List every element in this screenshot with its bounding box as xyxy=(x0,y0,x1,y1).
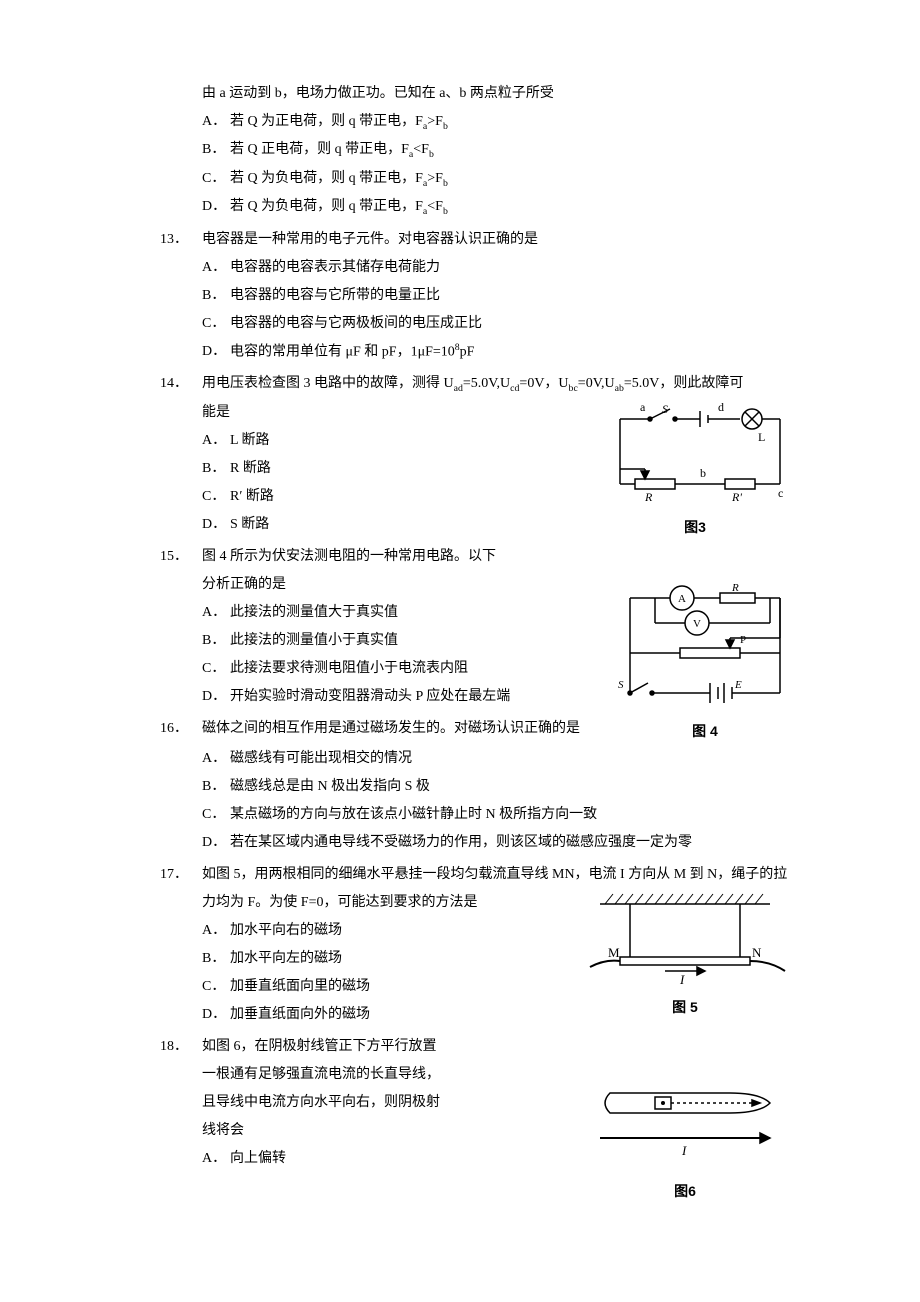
svg-text:N: N xyxy=(752,945,762,960)
svg-text:S: S xyxy=(662,402,668,416)
figure-3: a d S L b c R R' 图3 xyxy=(590,399,800,541)
svg-text:a: a xyxy=(640,400,646,414)
svg-text:c: c xyxy=(778,486,783,500)
q17-number: 17． xyxy=(160,861,202,889)
q12-opt-a: A．若 Q 为正电荷，则 q 带正电，Fa>Fb xyxy=(202,108,800,136)
q14: 14．用电压表检查图 3 电路中的故障，测得 Uad=5.0V,Ucd=0V，U… xyxy=(160,370,800,538)
svg-text:M: M xyxy=(608,945,620,960)
svg-text:b: b xyxy=(700,466,706,480)
svg-text:E: E xyxy=(734,679,742,691)
svg-text:A: A xyxy=(678,593,686,605)
q15: A V R P S E 图 4 15．图 4 所示为伏安法测电阻的一种常用电路。… xyxy=(160,543,800,711)
circuit-diagram-icon: A V R P S E xyxy=(610,583,800,713)
q18-number: 18． xyxy=(160,1033,202,1061)
q13-opt-b: B．电容器的电容与它所带的电量正比 xyxy=(202,282,800,310)
q18: I 图6 18．如图 6，在阴极射线管正下方平行放置 一根通有足够强直流电流的长… xyxy=(160,1033,800,1173)
q15-stem1: 图 4 所示为伏安法测电阻的一种常用电路。以下 xyxy=(202,549,496,564)
q12-stem: 由 a 运动到 b，电场力做正功。已知在 a、b 两点粒子所受 xyxy=(202,80,800,108)
figure-5: M N I 图 5 xyxy=(570,889,800,1021)
svg-text:R: R xyxy=(644,490,653,504)
figure-4-label: 图 4 xyxy=(610,717,800,745)
q14-number: 14． xyxy=(160,370,202,398)
figure-6-label: 图6 xyxy=(570,1177,800,1205)
q15-number: 15． xyxy=(160,543,202,571)
q18-stem1: 如图 6，在阴极射线管正下方平行放置 xyxy=(202,1039,437,1054)
cathode-ray-tube-icon: I xyxy=(570,1083,800,1173)
q12-fragment: 由 a 运动到 b，电场力做正功。已知在 a、b 两点粒子所受 A．若 Q 为正… xyxy=(160,80,800,222)
svg-text:P: P xyxy=(740,634,746,646)
svg-text:I: I xyxy=(679,972,685,987)
circuit-diagram-icon: a d S L b c R R' xyxy=(590,399,800,509)
q17: 17．如图 5，用两根相同的细绳水平悬挂一段均匀载流直导线 MN，电流 I 方向… xyxy=(160,861,800,1029)
q16-opt-a: A．磁感线有可能出现相交的情况 xyxy=(202,745,800,773)
figure-4: A V R P S E 图 4 xyxy=(610,583,800,745)
svg-text:d: d xyxy=(718,400,724,414)
wire-suspension-icon: M N I xyxy=(570,889,800,989)
svg-text:R': R' xyxy=(731,490,742,504)
figure-5-label: 图 5 xyxy=(570,993,800,1021)
q13-stem: 电容器是一种常用的电子元件。对电容器认识正确的是 xyxy=(202,232,538,247)
svg-text:R: R xyxy=(731,583,739,594)
q12-opt-d: D．若 Q 为负电荷，则 q 带正电，Fa<Fb xyxy=(202,193,800,221)
svg-text:S: S xyxy=(618,679,624,691)
q13-opt-a: A．电容器的电容表示其储存电荷能力 xyxy=(202,254,800,282)
svg-text:I: I xyxy=(681,1143,687,1158)
svg-text:L: L xyxy=(758,430,765,444)
svg-text:V: V xyxy=(693,618,701,630)
q16-opt-d: D．若在某区域内通电导线不受磁场力的作用，则该区域的磁感应强度一定为零 xyxy=(202,829,800,857)
q13-opt-d: D．电容的常用单位有 μF 和 pF，1μF=108pF xyxy=(202,338,800,367)
q16-number: 16． xyxy=(160,715,202,743)
figure-6: I 图6 xyxy=(570,1083,800,1205)
figure-3-label: 图3 xyxy=(590,513,800,541)
q14-stem: 用电压表检查图 3 电路中的故障，测得 Uad=5.0V,Ucd=0V，Ubc=… xyxy=(202,376,743,391)
q16-opt-b: B．磁感线总是由 N 极出发指向 S 极 xyxy=(202,773,800,801)
q16-opt-c: C．某点磁场的方向与放在该点小磁针静止时 N 极所指方向一致 xyxy=(202,801,800,829)
q13-opt-c: C．电容器的电容与它两极板间的电压成正比 xyxy=(202,310,800,338)
q12-opt-c: C．若 Q 为负电荷，则 q 带正电，Fa>Fb xyxy=(202,165,800,193)
q12-opt-b: B．若 Q 正电荷，则 q 带正电，Fa<Fb xyxy=(202,136,800,164)
q13: 13．电容器是一种常用的电子元件。对电容器认识正确的是 A．电容器的电容表示其储… xyxy=(160,226,800,367)
q13-number: 13． xyxy=(160,226,202,254)
q16-stem: 磁体之间的相互作用是通过磁场发生的。对磁场认识正确的是 xyxy=(202,721,580,736)
